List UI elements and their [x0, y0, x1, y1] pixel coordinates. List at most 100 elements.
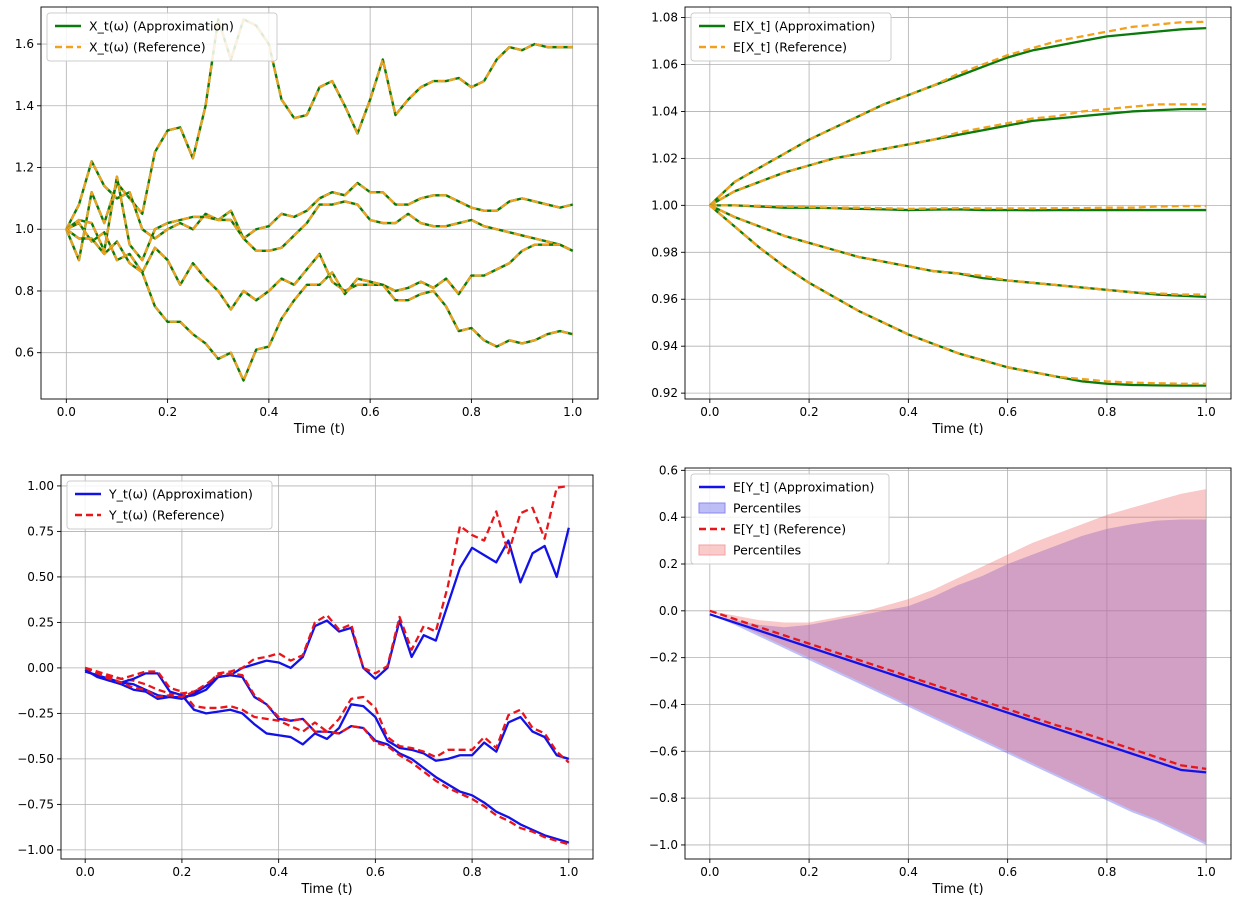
x-tick-label: 0.8 — [463, 865, 482, 879]
y-tick-label: −0.8 — [649, 791, 678, 805]
x-tick-label: 0.8 — [1097, 865, 1116, 879]
percentile-band-approximation — [709, 519, 1207, 845]
series-line — [84, 527, 570, 699]
legend-swatch — [698, 544, 726, 556]
y-tick-label: −0.4 — [649, 697, 678, 711]
plot-area — [709, 489, 1207, 845]
legend: E[Y_t] (Approximation) Percentiles E[Y_t] … — [690, 473, 890, 565]
x-tick-label: 0.0 — [700, 865, 719, 879]
series-line-reference — [65, 18, 573, 262]
y-tick-label: 1.04 — [651, 104, 678, 118]
y-tick-label: −0.25 — [17, 706, 54, 720]
x-axis-label: Time (t) — [931, 882, 983, 897]
series-line — [709, 204, 1207, 387]
legend-box — [66, 480, 273, 530]
axes-frame — [40, 6, 599, 400]
plot-area — [709, 20, 1207, 387]
series-line-approximation — [65, 221, 574, 311]
chart-panel-3: 0.0 0.2 0.4 0.6 0.8 1.0 −1.00 −0.75 −0.50 −0.25 0.… — [17, 474, 594, 897]
legend-box — [690, 473, 890, 565]
x-tick-label: 0.8 — [462, 405, 481, 419]
legend-label: Y_t(ω) (Reference) — [108, 508, 225, 523]
legend-label: E[Y_t] (Reference) — [733, 522, 846, 537]
series-line — [709, 107, 1207, 207]
x-tick-label: 0.2 — [172, 865, 191, 879]
x-tick-label: 1.0 — [559, 865, 578, 879]
legend-box — [46, 12, 278, 62]
series-line — [709, 103, 1207, 207]
x-tick-label: 0.4 — [899, 865, 918, 879]
legend: X_t(ω) (Approximation) X_t(ω) (Reference) — [46, 12, 278, 62]
y-tick-label: 0.50 — [27, 570, 54, 584]
percentile-band-reference — [709, 489, 1207, 843]
axes-frame — [684, 6, 1232, 400]
legend-label: E[X_t] (Approximation) — [733, 19, 875, 34]
legend-label: X_t(ω) (Reference) — [89, 40, 206, 55]
x-tick-label: 0.2 — [158, 405, 177, 419]
y-tick-label: 0.8 — [15, 284, 34, 298]
series-line — [84, 666, 570, 846]
axes-frame — [684, 467, 1232, 860]
chart-panel-2: 0.0 0.2 0.4 0.6 0.8 1.0 0.92 0.94 0.96 0.98 1.00 1.… — [651, 6, 1232, 437]
legend: E[X_t] (Approximation) E[X_t] (Reference) — [690, 12, 892, 62]
series-line-approximation — [65, 228, 573, 382]
plot-area — [65, 18, 574, 382]
y-tick-label: 0.6 — [659, 463, 678, 477]
y-tick-label: 1.02 — [651, 151, 678, 165]
legend-label: Percentiles — [733, 501, 801, 516]
x-tick-label: 1.0 — [1197, 865, 1216, 879]
series-line — [84, 670, 570, 762]
legend-label: Y_t(ω) (Approximation) — [108, 487, 253, 502]
x-tick-label: 0.0 — [700, 405, 719, 419]
y-tick-label: 1.00 — [651, 198, 678, 212]
x-tick-label: 0.4 — [269, 865, 288, 879]
x-tick-label: 0.4 — [899, 405, 918, 419]
series-line-reference — [65, 160, 573, 240]
series-line — [709, 609, 1207, 770]
legend-box — [690, 12, 892, 62]
y-tick-label: 1.6 — [15, 37, 34, 51]
series-line — [709, 20, 1207, 207]
series-line — [709, 613, 1207, 774]
x-tick-label: 0.2 — [800, 405, 819, 419]
x-tick-label: 0.6 — [366, 865, 385, 879]
y-tick-label: 0.6 — [15, 346, 34, 360]
x-axis-label: Time (t) — [300, 882, 352, 897]
legend: Y_t(ω) (Approximation) Y_t(ω) (Reference) — [66, 480, 273, 530]
y-tick-label: 0.25 — [27, 615, 54, 629]
x-tick-label: 1.0 — [1197, 405, 1216, 419]
x-tick-label: 0.0 — [57, 405, 76, 419]
legend-label: E[Y_t] (Approximation) — [733, 480, 874, 495]
y-tick-label: −0.50 — [17, 752, 54, 766]
y-tick-label: −1.0 — [649, 838, 678, 852]
series-line — [709, 204, 1207, 211]
y-tick-label: 1.2 — [15, 161, 34, 175]
y-tick-label: 1.06 — [651, 58, 678, 72]
y-tick-label: 1.08 — [651, 11, 678, 25]
legend-swatch — [698, 502, 726, 514]
y-tick-label: 0.2 — [659, 557, 678, 571]
y-tick-label: 0.92 — [651, 386, 678, 400]
series-line — [709, 204, 1207, 296]
chart-panel-1: 0.0 0.2 0.4 0.6 0.8 1.0 0.6 0.8 1.0 1.2 1.4 1.6 Time… — [15, 6, 599, 437]
y-tick-label: −1.00 — [17, 843, 54, 857]
y-tick-label: 0.75 — [27, 524, 54, 538]
y-tick-label: 0.96 — [651, 292, 678, 306]
series-line-approximation — [65, 175, 574, 262]
y-tick-label: 0.94 — [651, 339, 678, 353]
x-tick-label: 0.8 — [1097, 405, 1116, 419]
series-line — [709, 204, 1207, 385]
series-line-reference — [65, 228, 573, 382]
y-tick-label: 0.98 — [651, 245, 678, 259]
plot-area — [84, 484, 570, 846]
y-tick-label: 0.00 — [27, 661, 54, 675]
x-tick-label: 0.0 — [76, 865, 95, 879]
series-line-reference — [65, 221, 574, 311]
chart-panel-4: 0.0 0.2 0.4 0.6 0.8 1.0 −1.0 −0.8 −0.6 −0.4 −0.2 0.… — [649, 463, 1232, 897]
series-line — [84, 666, 570, 764]
x-tick-label: 1.0 — [563, 405, 582, 419]
x-tick-label: 0.4 — [259, 405, 278, 419]
x-tick-label: 0.6 — [998, 405, 1017, 419]
legend-label: Percentiles — [733, 543, 801, 558]
